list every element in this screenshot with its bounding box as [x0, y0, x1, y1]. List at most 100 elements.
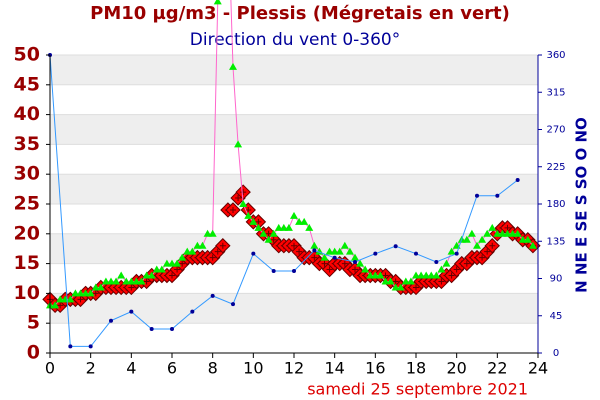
data-point — [239, 200, 248, 207]
grid-band — [50, 114, 538, 145]
y2-tick-label: 270 — [546, 125, 565, 136]
data-point — [142, 271, 151, 279]
y-tick-label: 50 — [14, 44, 40, 66]
data-point — [345, 247, 354, 255]
compass-labels: N NE E SE S SO O NO — [573, 117, 591, 293]
data-point — [162, 259, 171, 267]
data-point — [188, 247, 197, 255]
data-point — [190, 309, 195, 314]
data-point — [149, 326, 154, 331]
data-point — [170, 326, 174, 331]
data-point — [393, 244, 398, 249]
data-point — [76, 289, 85, 297]
data-point — [68, 344, 73, 349]
x-tick-label: 10 — [243, 359, 263, 378]
data-point — [401, 277, 410, 285]
y-tick-label: 25 — [14, 193, 40, 215]
data-point — [396, 283, 405, 291]
data-point — [462, 235, 471, 243]
date-label: samedi 25 septembre 2021 — [307, 380, 528, 399]
data-point — [183, 247, 192, 255]
grid-band — [50, 55, 538, 85]
chart-subtitle: Direction du vent 0-360° — [190, 30, 400, 50]
y2-tick-label: 90 — [550, 274, 563, 285]
data-point — [66, 295, 75, 303]
y2-tick-label: 0 — [553, 348, 559, 359]
y2-tick-label: 135 — [546, 236, 565, 247]
data-point — [361, 265, 370, 273]
x-tick-label: 6 — [167, 359, 177, 378]
data-point — [88, 344, 93, 349]
data-point — [332, 255, 337, 260]
data-point — [259, 229, 268, 237]
data-point — [495, 193, 500, 198]
data-point — [373, 251, 378, 256]
data-point — [528, 241, 537, 249]
data-point — [437, 265, 446, 273]
data-point — [129, 309, 134, 314]
data-point — [335, 247, 344, 255]
y2-tick-label: 45 — [550, 311, 563, 322]
data-point — [81, 289, 90, 297]
data-point — [109, 318, 113, 323]
data-point — [376, 271, 385, 279]
data-point — [503, 229, 512, 237]
grid — [50, 54, 538, 354]
data-point — [518, 235, 527, 243]
data-point — [353, 259, 357, 264]
data-point — [447, 247, 456, 255]
data-point — [371, 271, 380, 279]
y-tick-label: 10 — [14, 282, 40, 304]
data-point — [51, 301, 60, 309]
data-point — [290, 211, 298, 219]
y-tick-label: 35 — [14, 133, 40, 155]
data-point — [152, 265, 161, 273]
data-point — [229, 62, 237, 70]
data-point — [475, 193, 479, 198]
data-point — [264, 235, 273, 243]
data-point — [417, 271, 426, 279]
data-point — [234, 140, 243, 148]
x-tick-label: 18 — [406, 359, 426, 378]
x-tick-label: 12 — [284, 359, 304, 378]
x-tick-label: 8 — [208, 359, 218, 378]
data-point — [484, 238, 500, 254]
data-point — [488, 223, 497, 231]
data-point — [356, 259, 365, 267]
data-point — [442, 259, 451, 267]
data-point — [493, 229, 502, 237]
data-point — [432, 271, 441, 279]
data-point — [173, 259, 182, 267]
data-point — [254, 223, 263, 231]
data-point — [178, 253, 187, 261]
data-point — [86, 289, 95, 297]
data-point — [235, 184, 251, 200]
y-tick-label: 0 — [27, 342, 40, 364]
data-point — [284, 223, 293, 231]
data-point — [56, 295, 65, 303]
data-point — [513, 229, 522, 237]
data-point — [508, 229, 517, 237]
data-point — [203, 229, 212, 237]
data-point — [244, 211, 253, 219]
data-point — [107, 277, 115, 285]
data-point — [101, 277, 110, 285]
y-tick-label: 20 — [14, 222, 40, 244]
y2-tick-label: 225 — [546, 162, 565, 173]
data-point — [91, 283, 100, 291]
data-point — [249, 217, 258, 225]
data-point — [478, 235, 487, 243]
data-point — [137, 277, 146, 285]
data-point — [210, 293, 215, 298]
grid-band — [50, 293, 538, 324]
data-point — [366, 271, 375, 279]
data-point — [122, 277, 131, 285]
data-point — [279, 223, 288, 231]
data-point — [117, 271, 126, 279]
data-point — [295, 217, 304, 225]
data-point — [251, 251, 256, 256]
x-tick-label: 14 — [324, 359, 344, 378]
data-point — [274, 223, 283, 231]
x-tick-label: 4 — [126, 359, 136, 378]
